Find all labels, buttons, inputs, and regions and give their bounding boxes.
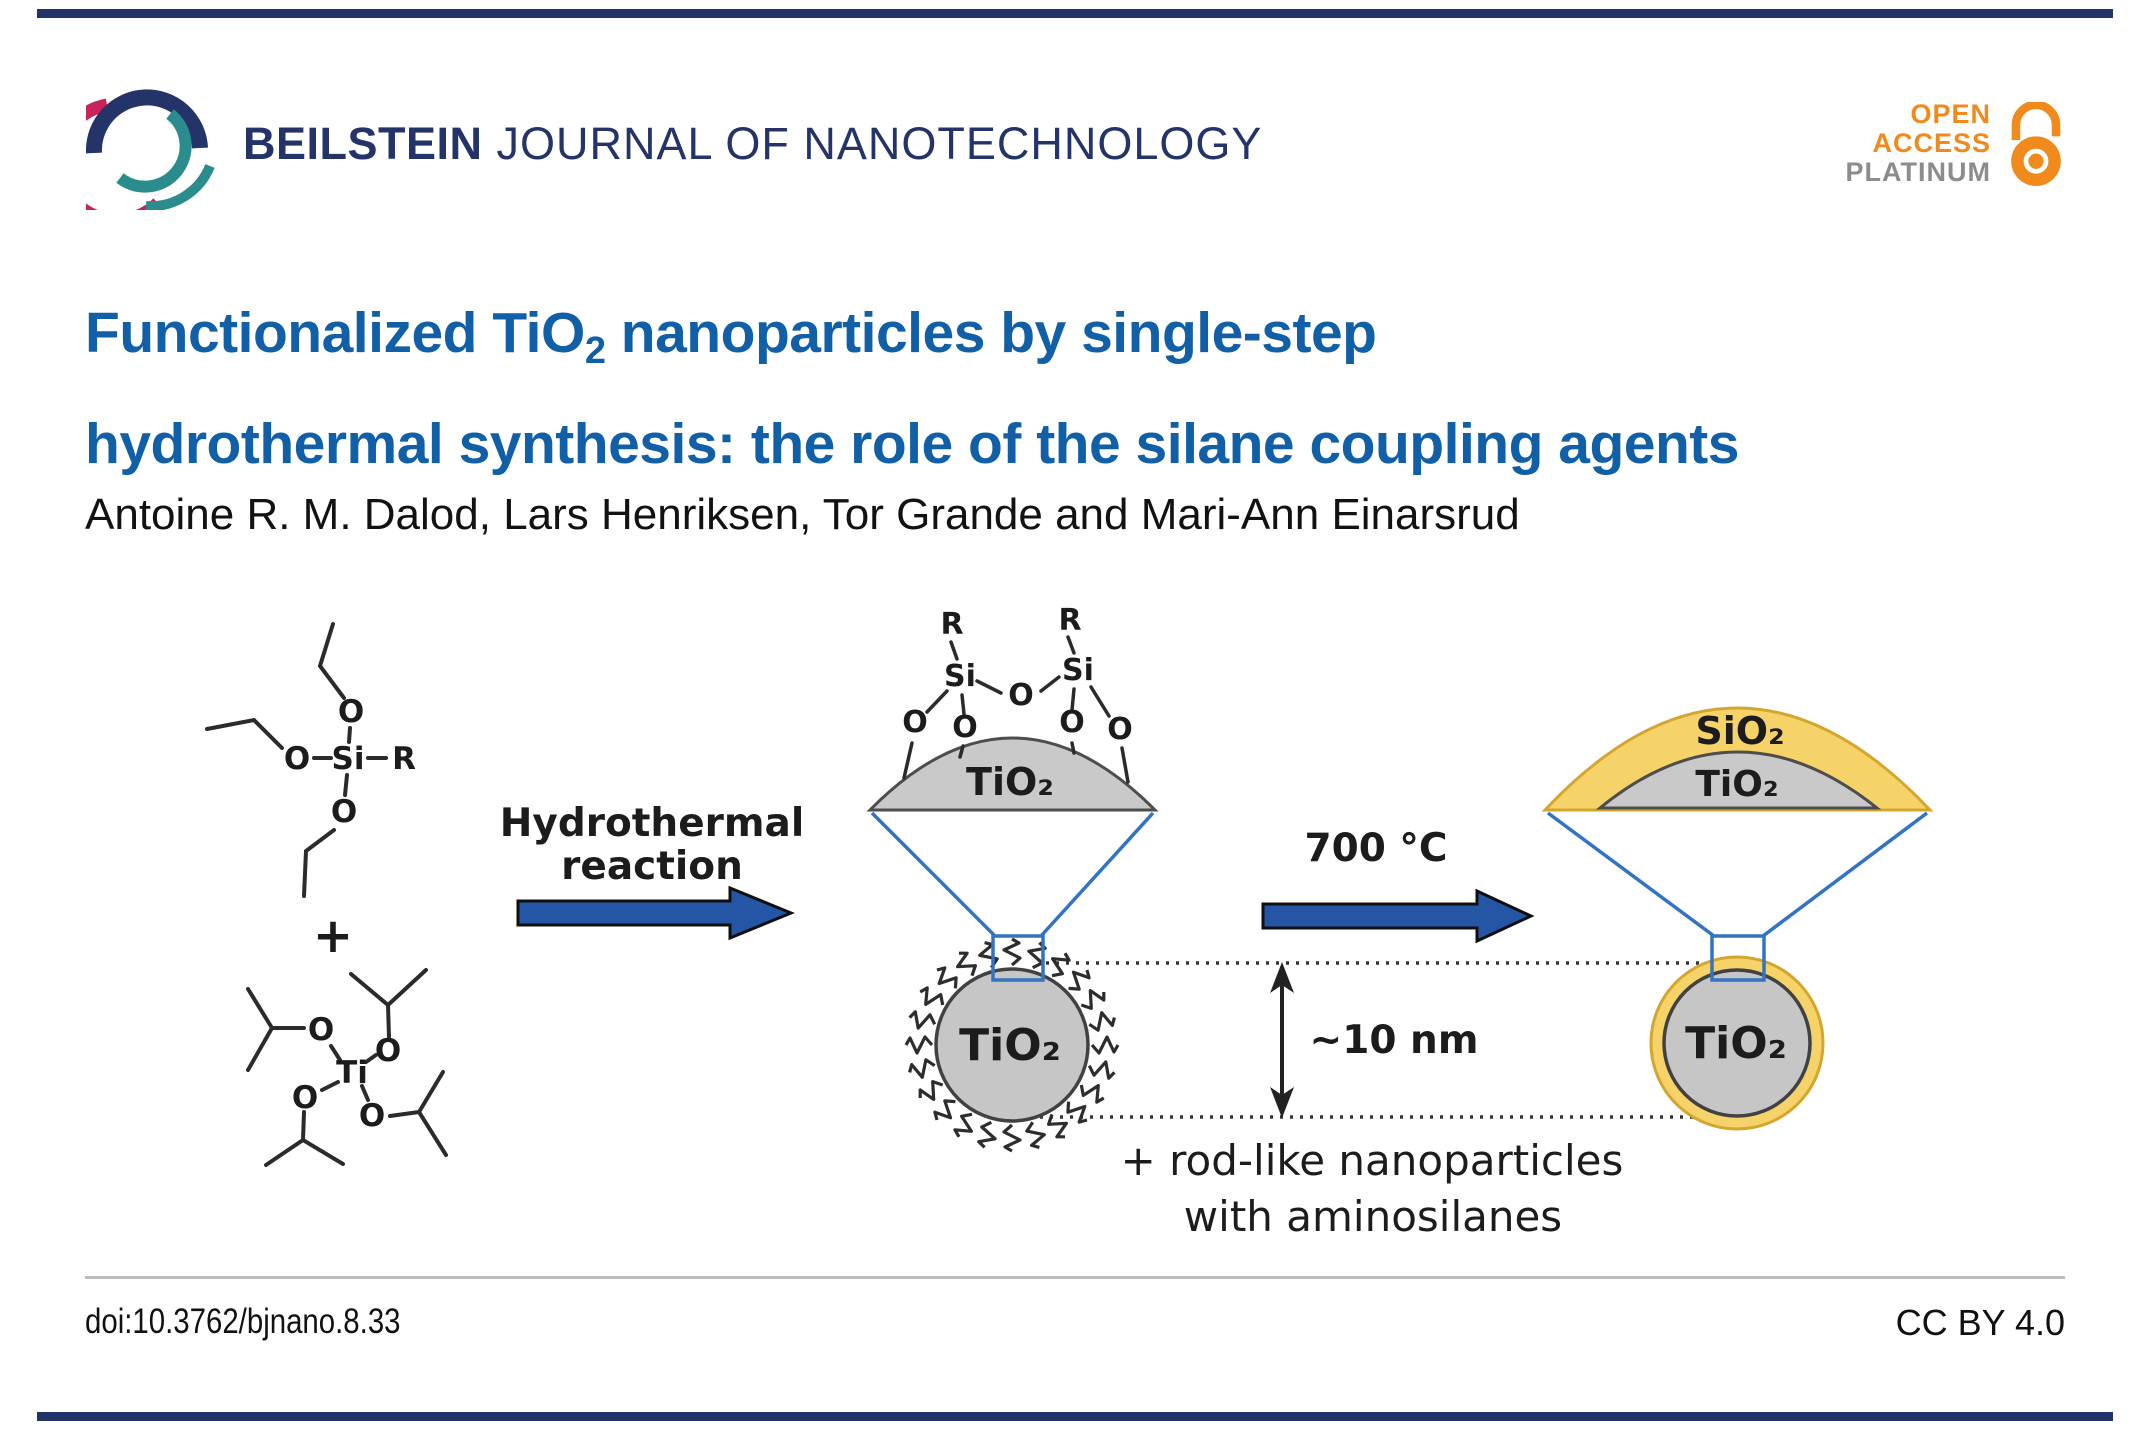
footer-divider <box>85 1276 2065 1279</box>
magnification-cone-right <box>1546 811 1929 938</box>
calcination-step: 700 °C <box>1261 826 1535 944</box>
atom-label: Si <box>1062 653 1094 688</box>
zoom-region-rect-right <box>1710 934 1766 982</box>
tio2-core-dome <box>1595 750 1882 810</box>
note-line1: + rod-like nanoparticles <box>1121 1136 1624 1185</box>
atom-label: O <box>292 1080 318 1116</box>
atom-label: O <box>359 1098 385 1134</box>
logo-teal-arc <box>116 109 192 193</box>
open-access-access-label: ACCESS <box>1872 128 1991 158</box>
open-access-platinum-label: PLATINUM <box>1845 157 1991 187</box>
article-title: Functionalized TiO2 nanoparticles by sin… <box>85 287 2075 491</box>
logo-teal-tail-arc <box>145 163 215 210</box>
plus-sign: + <box>313 908 353 964</box>
beilstein-logo <box>86 89 215 210</box>
open-access-badge-text: OPEN ACCESS PLATINUM <box>1846 100 1991 187</box>
open-access-badge: OPEN ACCESS PLATINUM <box>1846 100 2067 187</box>
license-text: CC BY 4.0 <box>1895 1302 2065 1343</box>
magnification-cone-middle <box>870 811 1155 938</box>
note-line2: with aminosilanes <box>1184 1192 1562 1241</box>
tio2-nanoparticle-coated <box>934 967 1090 1123</box>
size-reference-dotted-lines <box>1040 961 1710 1119</box>
size-label: ~10 nm <box>1310 1018 1479 1063</box>
atom-label: R <box>1058 603 1081 638</box>
hydrothermal-label-line2: reaction <box>561 844 743 889</box>
article-title-line2: hydrothermal synthesis: the role of the … <box>85 412 1739 476</box>
reaction-arrow <box>516 885 795 941</box>
title-text-cont: nanoparticles by single-step <box>605 301 1377 365</box>
atom-label: O <box>1059 705 1085 740</box>
atom-label: R <box>392 741 416 777</box>
atom-label: O <box>1107 712 1133 747</box>
grafted-silane-network: R R Si Si O O O O O <box>902 603 1133 784</box>
zoom-region-rect-middle <box>991 934 1045 982</box>
title-text: Functionalized TiO <box>85 301 585 365</box>
open-lock-icon <box>2011 101 2061 186</box>
journal-name-bold: BEILSTEIN <box>243 118 483 169</box>
dome-sio2-label: SiO₂ <box>1695 709 1784 753</box>
atom-label: O <box>902 705 928 740</box>
hydrothermal-reaction-step: Hydrothermal reaction <box>500 801 804 941</box>
core-tio2-label: TiO₂ <box>1685 1018 1787 1069</box>
journal-name-rest: JOURNAL OF NANOTECHNOLOGY <box>496 118 1263 169</box>
atom-label: O <box>1008 678 1034 713</box>
atom-label: O <box>331 794 357 830</box>
dome-tio2-label: TiO₂ <box>966 760 1054 804</box>
atom-label: O <box>284 741 310 777</box>
atom-label: Si <box>332 741 365 777</box>
nanoparticle-tio2-label: TiO₂ <box>959 1020 1061 1071</box>
logo-navy-arc <box>86 89 208 154</box>
bottom-border-rule <box>37 1412 2113 1421</box>
atom-label: O <box>338 694 364 730</box>
dome-tio2-core-label: TiO₂ <box>1695 764 1778 805</box>
calcination-label: 700 °C <box>1304 826 1447 871</box>
atom-label: Ti <box>336 1055 368 1091</box>
tio2-nanoparticle-core <box>1662 968 1812 1118</box>
atom-label: O <box>375 1033 401 1069</box>
size-dimension-arrow <box>1270 962 1294 1118</box>
atom-label: O <box>308 1012 334 1048</box>
atom-label: Si <box>944 659 976 694</box>
silane-reagent-structure: O O O Si R <box>205 622 416 898</box>
titanium-isopropoxide-structure: Ti O O O O <box>246 968 448 1167</box>
tio2-surface-dome <box>866 736 1159 812</box>
calcination-arrow <box>1261 888 1535 944</box>
title-subscript: 2 <box>584 330 606 372</box>
article-title-line1: Functionalized TiO2 nanoparticles by sin… <box>85 287 2075 398</box>
top-border-rule <box>37 9 2113 18</box>
journal-name: BEILSTEIN JOURNAL OF NANOTECHNOLOGY <box>243 118 1262 170</box>
authors: Antoine R. M. Dalod, Lars Henriksen, Tor… <box>85 490 1520 539</box>
hydrothermal-label-line1: Hydrothermal <box>500 801 804 846</box>
atom-label: O <box>952 710 978 745</box>
doi-text: doi:10.3762/bjnano.8.33 <box>85 1302 401 1341</box>
atom-label: R <box>940 607 963 642</box>
open-access-open-label: OPEN <box>1910 99 1991 129</box>
